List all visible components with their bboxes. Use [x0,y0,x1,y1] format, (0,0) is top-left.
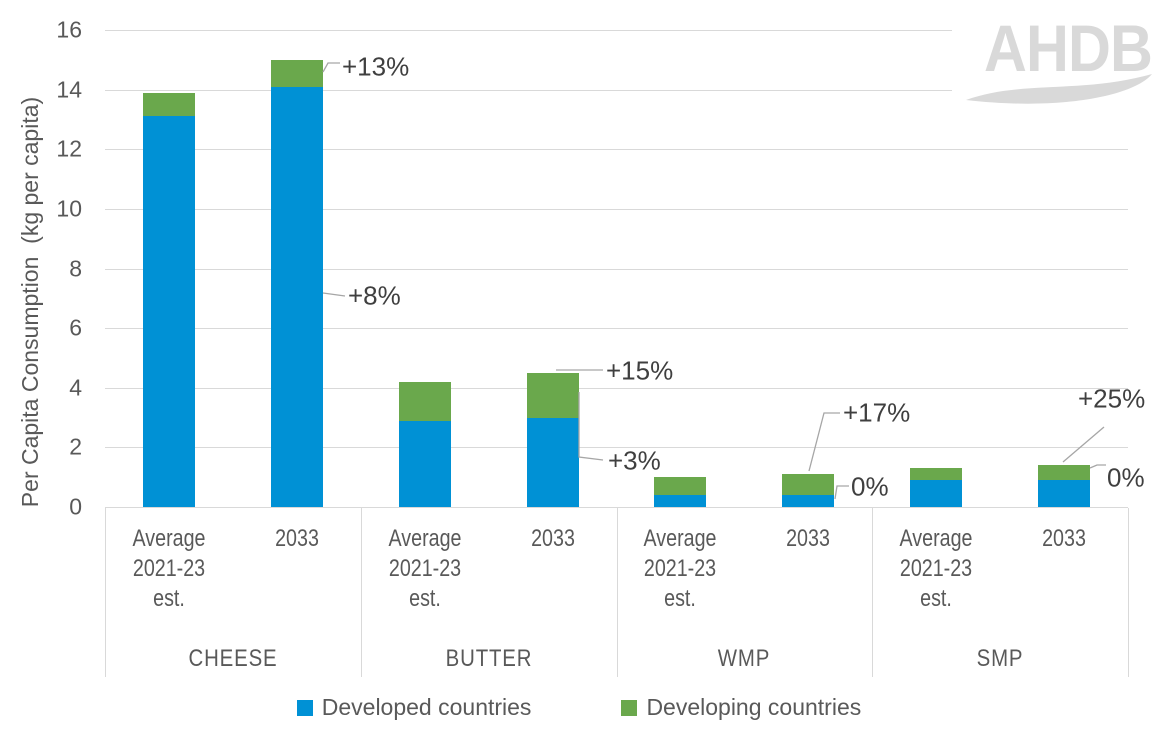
x-tick-label: 2021-23 [132,555,206,582]
bar-segment-developed [782,495,835,507]
category-divider [1128,508,1129,677]
gridline-6 [105,328,1128,330]
x-tick-label: Average [132,525,206,552]
y-tick-label-8: 8 [69,255,82,281]
growth-annotation: +17% [843,397,911,428]
bar-segment-developed [910,480,963,507]
x-tick-label: est. [408,585,441,612]
bar-segment-developing [142,92,195,117]
category-divider [616,508,618,677]
y-axis-title: Per Capita Consumption (kg per capita) [17,96,43,508]
gridline-14 [105,89,1128,91]
x-tick-label: 2033 [530,525,575,552]
leader-line [834,485,849,500]
bar-segment-developed [1038,480,1091,507]
x-tick-label: est. [920,585,953,612]
group-label-wmp: WMP [718,645,771,672]
gridline-10 [105,208,1128,210]
group-label-smp: SMP [976,645,1024,672]
group-label-cheese: CHEESE [188,645,278,672]
bar-segment-developing [910,468,963,481]
leader-line [1062,426,1105,463]
category-divider [105,508,106,677]
bar-segment-developing [398,381,451,421]
y-tick-label-12: 12 [56,135,82,162]
y-tick-label-4: 4 [69,374,82,401]
bar-segment-developed [398,420,451,507]
y-tick-label-14: 14 [56,76,82,103]
ahdb-logo-text: AHDB [984,11,1153,85]
leader-line [322,62,340,73]
growth-annotation: +15% [606,355,674,386]
x-tick-label: 2021-23 [644,555,717,582]
leader-line [322,292,346,297]
x-tick-label: 2033 [274,525,319,552]
y-tick-label-0: 0 [69,493,82,520]
ahdb-logo-swoosh-icon [966,74,1152,104]
leader-line [1089,464,1106,469]
x-tick-label: Average [899,525,973,552]
bar-segment-developed [270,86,323,507]
gridline-4 [105,387,1128,389]
bar-segment-developed [526,417,579,507]
bar-segment-developed [654,495,707,507]
developing-countries-swatch-icon [621,699,638,716]
group-label-butter: BUTTER [445,645,532,672]
x-tick-label: est. [664,585,697,612]
bar-segment-developing [1038,465,1091,481]
y-tick-label-16: 16 [56,16,82,43]
leader-line [578,392,604,461]
y-tick-label-10: 10 [56,195,82,222]
growth-annotation: 0% [851,471,889,502]
category-divider [872,508,874,677]
bar-segment-developing [270,59,323,87]
x-tick-label: 2033 [1042,525,1086,552]
x-tick-label: Average [388,525,462,552]
category-divider [360,508,362,677]
legend-item-developing: Developing countries [621,694,861,721]
legend-item-developed: Developed countries [296,694,532,721]
x-tick-label: 2033 [786,525,831,552]
x-axis-line [105,507,1128,508]
gridline-16 [105,30,1128,31]
gridline-8 [105,268,1128,270]
bar-segment-developing [654,477,707,496]
legend-label-developing: Developing countries [646,694,862,720]
bar-segment-developing [782,474,835,496]
ahdb-logo: AHDB [952,11,1153,120]
y-tick-label-6: 6 [69,314,82,341]
x-tick-label: 2021-23 [900,555,973,582]
growth-annotation: +25% [1078,383,1146,414]
developed-countries-swatch-icon [296,699,313,716]
bar-segment-developed [142,116,195,507]
bar-segment-developing [526,372,579,418]
x-tick-label: 2021-23 [388,555,461,582]
growth-annotation: +13% [342,51,410,82]
leader-line [808,412,840,472]
gridline-2 [105,447,1128,449]
x-tick-label: est. [153,585,185,612]
growth-annotation: 0% [1107,462,1145,493]
legend-label-developed: Developed countries [321,694,532,720]
growth-annotation: +3% [608,445,661,476]
gridline-12 [105,149,1128,151]
x-tick-label: Average [643,525,717,552]
chart-legend: Developed countries Developing countries [64,694,1094,721]
y-tick-label-2: 2 [69,433,82,460]
growth-annotation: +8% [348,280,401,311]
